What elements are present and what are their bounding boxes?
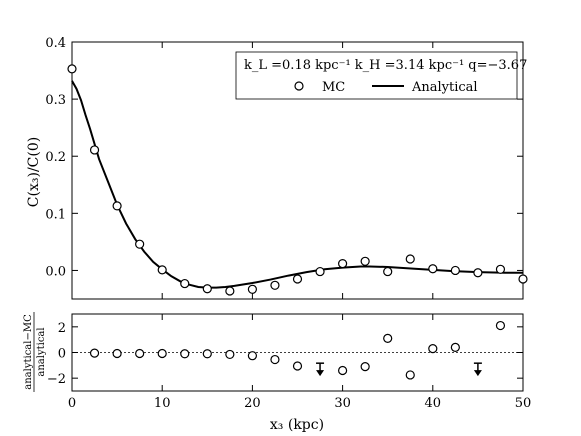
- main-axes-frame: [71, 41, 524, 300]
- legend-analytical-label: Analytical: [411, 80, 478, 95]
- residual-y-axis-label: analytical−MC analytical: [23, 312, 47, 392]
- residual-point: [135, 348, 145, 359]
- residual-y-ticks: 2 0 −2: [47, 321, 523, 387]
- mc-point: [450, 265, 460, 276]
- residual-point: [360, 362, 370, 372]
- residual-point: [225, 349, 235, 360]
- residual-x-tick-label: 10: [154, 396, 171, 411]
- mc-point: [383, 266, 393, 277]
- mc-point: [225, 286, 235, 296]
- mc-point: [270, 280, 280, 290]
- residual-point: [338, 365, 348, 376]
- mc-point: [315, 266, 325, 277]
- legend: k_L =0.18 kpc⁻¹ k_H =3.14 kpc⁻¹ q=−3.67 …: [235, 51, 527, 100]
- residual-point: [89, 348, 100, 358]
- residual-x-ticks: 0 10 20 30 40 50: [68, 314, 531, 411]
- residual-y-label-denominator: analytical: [36, 327, 47, 376]
- main-x-ticks: [71, 42, 524, 299]
- mc-point: [202, 284, 212, 294]
- main-y-tick-label: 0.3: [45, 93, 66, 108]
- residual-x-tick-label: 0: [68, 396, 76, 411]
- mc-point: [67, 64, 77, 74]
- residual-x-tick-label: 40: [425, 396, 442, 411]
- mc-points: [67, 64, 528, 296]
- residual-arrows: [316, 362, 482, 377]
- residual-limit-arrow: [316, 362, 325, 377]
- residual-point: [180, 349, 190, 359]
- mc-point: [135, 239, 145, 249]
- mc-point: [157, 265, 167, 275]
- x-axis-label: x₃ (kpc): [270, 417, 324, 433]
- residual-y-label-numerator: analytical−MC: [23, 314, 34, 390]
- residual-point: [292, 361, 303, 371]
- main-y-axis-label: C(x₃)/C(0): [26, 137, 42, 207]
- mc-point: [89, 145, 100, 155]
- residual-point: [450, 342, 460, 352]
- residual-point: [270, 354, 280, 365]
- mc-point: [495, 264, 506, 274]
- mc-point: [292, 274, 303, 284]
- mc-point: [428, 264, 438, 274]
- mc-point: [338, 258, 348, 269]
- residual-point: [112, 348, 122, 359]
- mc-point: [405, 254, 415, 264]
- mc-point: [473, 268, 483, 278]
- legend-parameters: k_L =0.18 kpc⁻¹ k_H =3.14 kpc⁻¹ q=−3.67: [244, 58, 527, 73]
- mc-point: [180, 278, 190, 289]
- main-panel: 0.4 0.3 0.2 0.1 0.0 C(x₃)/C(0) k_L =0.18 kpc…: [26, 36, 528, 300]
- residual-point: [383, 333, 393, 343]
- mc-point: [247, 284, 257, 294]
- main-y-tick-label: 0.1: [45, 207, 66, 222]
- residual-x-tick-label: 50: [515, 396, 532, 411]
- residual-y-tick-label: 2: [58, 321, 66, 336]
- main-y-tick-label: 0.0: [45, 264, 66, 279]
- mc-point: [112, 201, 122, 211]
- mc-point: [518, 274, 528, 284]
- mc-point: [360, 256, 370, 266]
- main-y-tick-label: 0.2: [45, 150, 66, 165]
- residual-point: [405, 370, 415, 380]
- main-y-ticks: 0.4 0.3 0.2 0.1 0.0: [45, 36, 523, 279]
- residual-point: [202, 349, 212, 359]
- residual-point: [157, 348, 167, 359]
- residual-y-tick-label: 0: [58, 347, 66, 362]
- residual-panel: 20−2 0 10 20 30 40 50 analytical−MC analytica…: [23, 312, 531, 433]
- residual-x-tick-label: 20: [244, 396, 261, 411]
- residual-point: [428, 344, 438, 354]
- analytical-curve: [71, 80, 523, 289]
- legend-box: [235, 51, 518, 100]
- residual-point: [495, 320, 506, 331]
- legend-mc-label: MC: [322, 80, 345, 95]
- main-y-tick-label: 0.4: [45, 36, 66, 51]
- residual-y-tick-label: −2: [47, 372, 66, 387]
- legend-mc-marker: [294, 81, 304, 91]
- residual-x-tick-label: 30: [334, 396, 351, 411]
- residual-limit-arrow: [473, 362, 482, 377]
- residual-points: [89, 320, 506, 380]
- residual-point: [247, 351, 257, 361]
